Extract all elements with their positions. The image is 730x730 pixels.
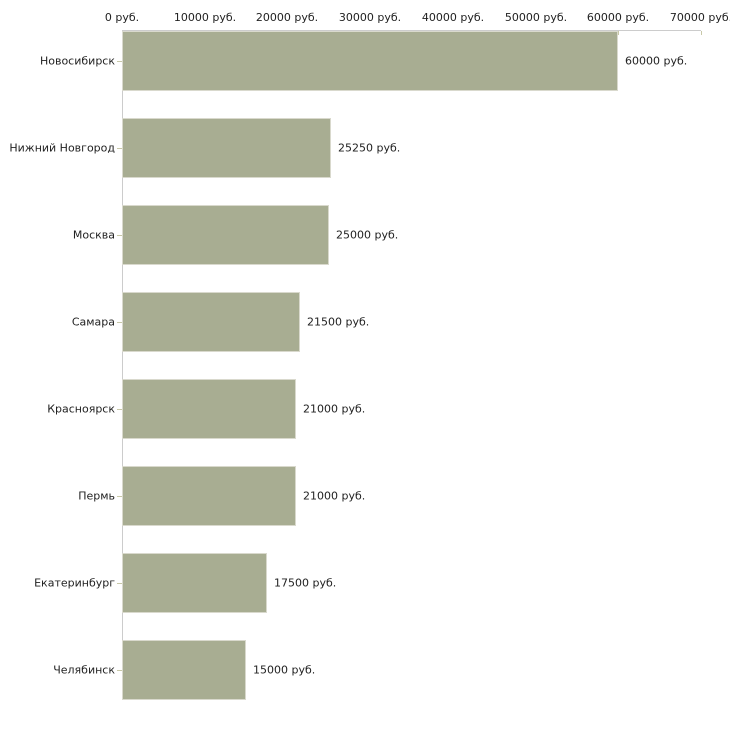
x-tick-label: 30000 руб. <box>338 11 402 24</box>
category-label: Нижний Новгород <box>9 141 115 155</box>
bar-value-label: 21500 руб. <box>307 315 370 329</box>
x-axis-line <box>122 30 701 31</box>
category-label: Пермь <box>78 489 115 503</box>
bar-value-label: 60000 руб. <box>625 54 688 68</box>
bar <box>122 553 267 613</box>
x-tick-label: 10000 руб. <box>173 11 237 24</box>
category-label: Москва <box>72 228 115 242</box>
bar <box>122 118 331 178</box>
bar-value-label: 21000 руб. <box>303 402 366 416</box>
x-tick-label: 40000 руб. <box>421 11 485 24</box>
category-tick <box>117 235 122 236</box>
category-tick <box>117 670 122 671</box>
x-axis-tick <box>618 31 619 35</box>
category-tick <box>117 583 122 584</box>
category-tick <box>117 148 122 149</box>
x-axis-tick <box>701 31 702 35</box>
bar <box>122 640 246 700</box>
bar-value-label: 25250 руб. <box>338 141 401 155</box>
bar-value-label: 15000 руб. <box>253 663 316 677</box>
x-tick-label: 20000 руб. <box>255 11 319 24</box>
category-tick <box>117 61 122 62</box>
x-tick-label: 50000 руб. <box>504 11 568 24</box>
x-tick-label: 60000 руб. <box>586 11 650 24</box>
category-label: Новосибирск <box>39 54 115 68</box>
category-tick <box>117 496 122 497</box>
y-axis-line <box>122 30 123 700</box>
bar <box>122 379 296 439</box>
bar-value-label: 25000 руб. <box>336 228 399 242</box>
bar <box>122 31 618 91</box>
category-label: Самара <box>71 315 115 329</box>
category-label: Красноярск <box>47 402 115 416</box>
x-tick-label: 0 руб. <box>104 11 140 24</box>
bar-value-label: 21000 руб. <box>303 489 366 503</box>
bar-value-label: 17500 руб. <box>274 576 337 590</box>
x-tick-label: 70000 руб. <box>669 11 730 24</box>
bar <box>122 466 296 526</box>
category-tick <box>117 322 122 323</box>
category-label: Екатеринбург <box>34 576 115 590</box>
bar <box>122 205 329 265</box>
bar <box>122 292 300 352</box>
category-label: Челябинск <box>53 663 115 677</box>
category-tick <box>117 409 122 410</box>
